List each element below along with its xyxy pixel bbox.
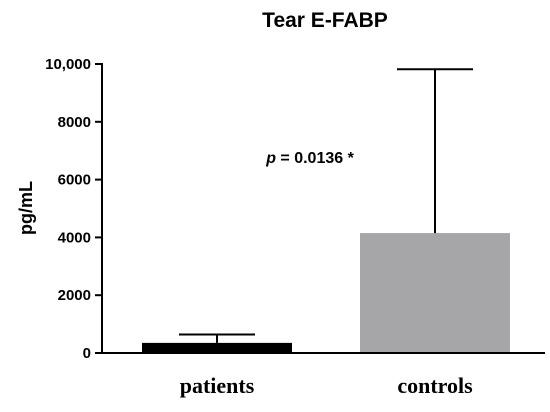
bars <box>142 233 510 353</box>
x-axis-categories: patients controls <box>180 373 473 398</box>
y-axis-ticks: 0 2000 4000 6000 8000 10,000 <box>45 56 102 362</box>
y-tick-label: 6000 <box>58 172 91 189</box>
y-axis-label: pg/mL <box>16 181 36 235</box>
y-tick-label: 8000 <box>58 114 91 131</box>
p-value-text: = 0.0136 * <box>276 150 355 167</box>
y-tick-label: 4000 <box>58 229 91 246</box>
y-tick-label: 2000 <box>58 287 91 304</box>
y-tick-label: 10,000 <box>45 56 91 73</box>
y-tick-label: 0 <box>83 345 91 362</box>
chart-title: Tear E-FABP <box>262 9 388 32</box>
x-category-label: patients <box>180 373 255 398</box>
p-value-annotation: p = 0.0136 * <box>265 150 354 167</box>
bar-patients <box>142 342 292 353</box>
x-category-label: controls <box>397 373 473 398</box>
p-symbol: p <box>265 150 276 167</box>
error-bars <box>179 68 473 343</box>
bar-controls <box>360 233 510 353</box>
